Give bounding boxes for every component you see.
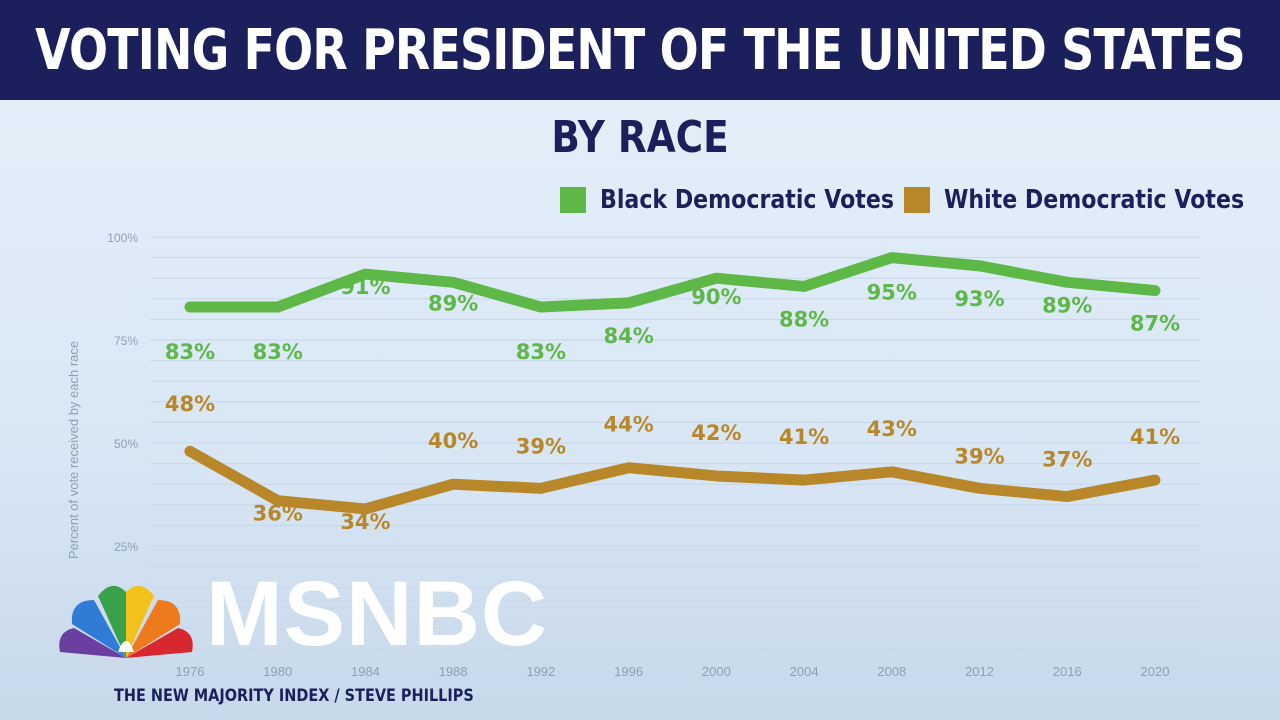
legend-item-black: Black Democratic Votes [560, 184, 946, 216]
data-label: 89% [1042, 293, 1092, 317]
data-label: 42% [691, 421, 741, 445]
data-label: 36% [253, 502, 303, 526]
data-label: 90% [691, 285, 741, 309]
data-label: 48% [165, 392, 215, 416]
data-label: 83% [516, 340, 566, 364]
data-label: 43% [867, 417, 917, 441]
data-label: 39% [516, 434, 566, 458]
legend-item-white: White Democratic Votes [904, 184, 1280, 216]
x-tick-label: 2020 [1141, 664, 1170, 679]
x-tick-label: 1992 [526, 664, 555, 679]
data-label: 87% [1130, 312, 1180, 336]
y-axis-label: Percent of vote received by each race [66, 341, 81, 559]
data-label: 95% [867, 281, 917, 305]
y-tick-label: 25% [114, 540, 138, 554]
x-tick-label: 2008 [877, 664, 906, 679]
title-banner [0, 0, 1280, 100]
data-label: 89% [428, 291, 478, 315]
data-label: 88% [779, 307, 829, 331]
nbc-peacock-icon [59, 585, 193, 658]
source-credit: THE NEW MAJORITY INDEX / STEVE PHILLIPS [114, 686, 474, 706]
x-tick-label: 1988 [439, 664, 468, 679]
x-tick-label: 1996 [614, 664, 643, 679]
data-label: 37% [1042, 448, 1092, 472]
x-tick-label: 2012 [965, 664, 994, 679]
x-tick-label: 2000 [702, 664, 731, 679]
data-label: 41% [779, 425, 829, 449]
chart-panel [0, 100, 1280, 720]
legend-label-black: Black Democratic Votes [600, 185, 895, 215]
data-label: 91% [340, 275, 390, 299]
data-label: 93% [954, 287, 1004, 311]
data-label: 34% [340, 510, 390, 534]
series-line-black [184, 252, 1161, 313]
x-tick-label: 1984 [351, 664, 380, 679]
y-tick-label: 50% [114, 437, 138, 451]
data-label: 84% [604, 324, 654, 348]
legend-label-white: White Democratic Votes [944, 185, 1245, 215]
data-label: 83% [253, 340, 303, 364]
legend-swatch-green [560, 187, 586, 213]
chart-title: BY RACE [551, 112, 729, 163]
series-line-white [184, 445, 1161, 515]
y-tick-label: 100% [107, 231, 138, 245]
data-label: 39% [954, 444, 1004, 468]
data-label: 44% [604, 413, 654, 437]
x-tick-label: 2016 [1053, 664, 1082, 679]
data-label: 83% [165, 340, 215, 364]
msnbc-wordmark: MSNBC [206, 563, 549, 665]
x-tick-label: 1976 [176, 664, 205, 679]
y-tick-label: 75% [114, 334, 138, 348]
x-tick-label: 2004 [790, 664, 819, 679]
legend-swatch-gold [904, 187, 930, 213]
x-tick-label: 1980 [263, 664, 292, 679]
data-label: 41% [1130, 425, 1180, 449]
banner-title: VOTING FOR PRESIDENT OF THE UNITED STATE… [35, 17, 1246, 83]
data-label: 40% [428, 429, 478, 453]
